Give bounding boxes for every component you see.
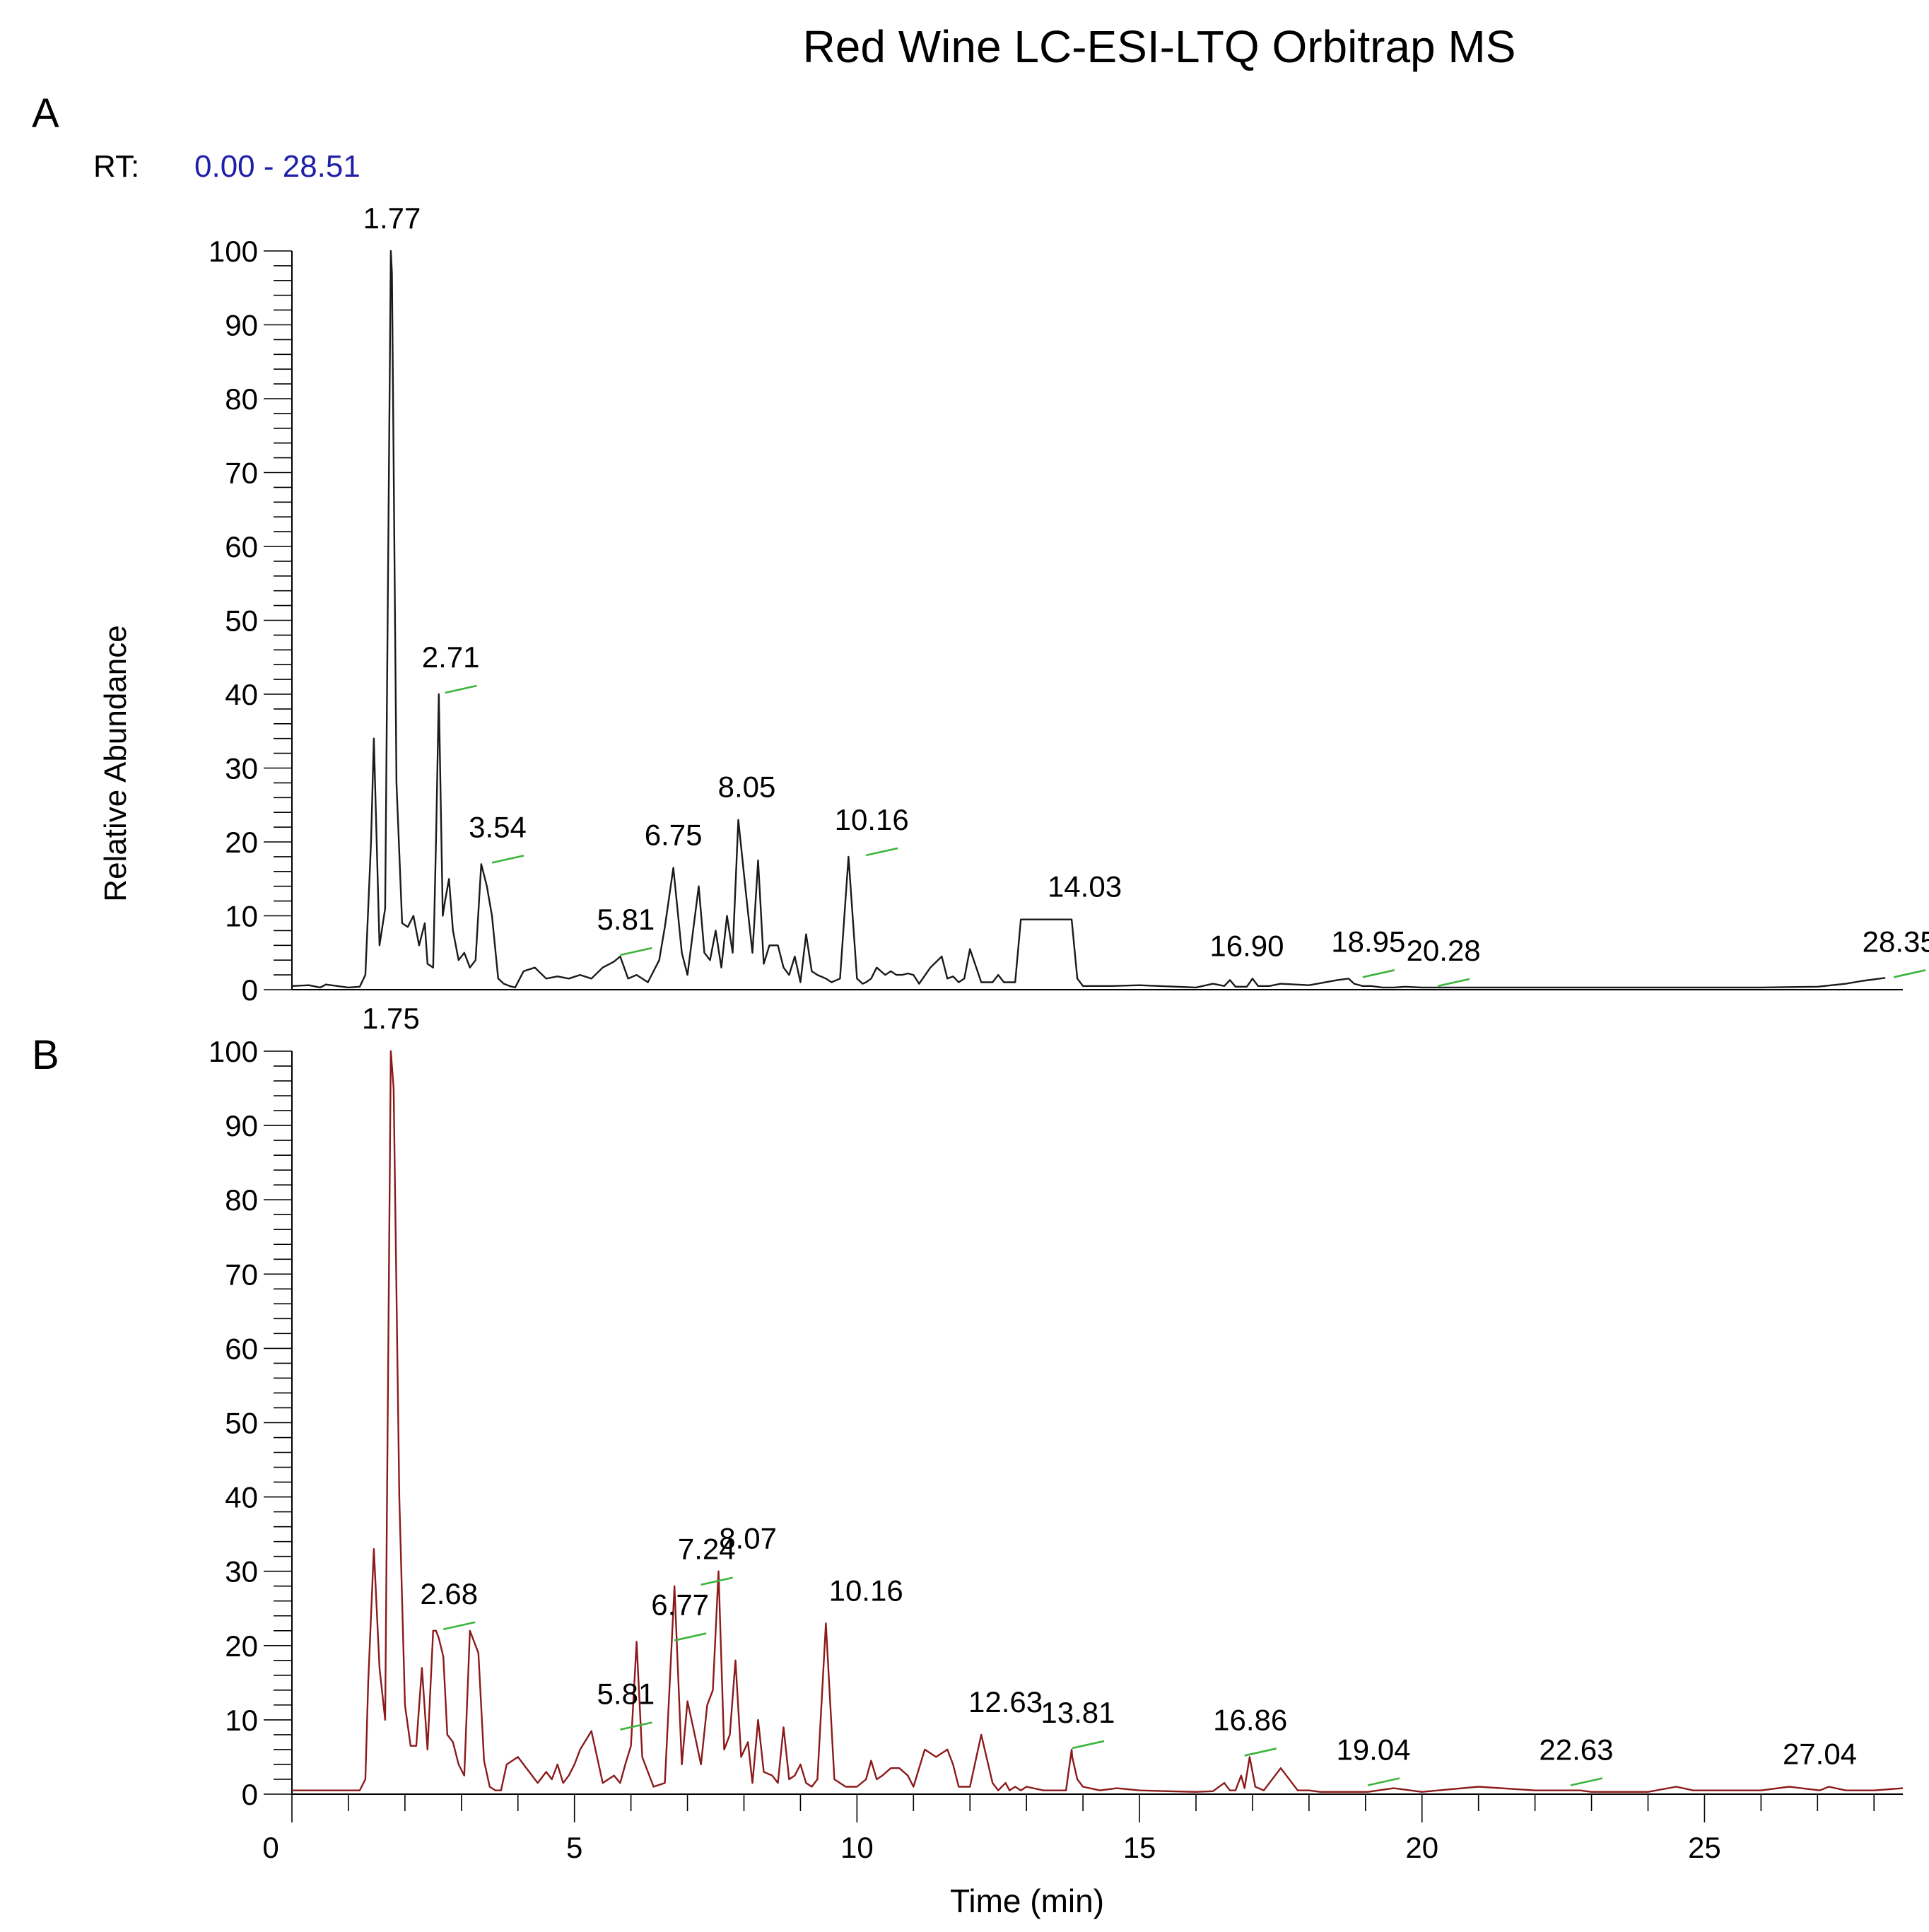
y-tick-label: 80 xyxy=(225,1183,258,1217)
x-tick-label: 10 xyxy=(840,1831,874,1864)
peak-label: 28.35 xyxy=(1863,925,1929,958)
peak-marker-line xyxy=(1570,1777,1603,1786)
x-tick-label: 0 xyxy=(262,1831,278,1864)
y-tick-label: 30 xyxy=(225,752,258,785)
peak-label: 5.81 xyxy=(597,1678,655,1711)
peak-label: 1.75 xyxy=(362,1002,420,1035)
peak-marker-line xyxy=(1072,1740,1105,1750)
peak-label: 18.95 xyxy=(1331,925,1405,958)
y-tick-label: 60 xyxy=(225,1332,258,1365)
y-tick-label: 0 xyxy=(242,1778,258,1811)
y-tick-label: 10 xyxy=(225,1704,258,1737)
peak-label: 10.16 xyxy=(835,803,909,836)
peak-marker-line xyxy=(1367,1777,1400,1786)
x-tick-label: 5 xyxy=(566,1831,582,1864)
rt-label: RT: xyxy=(93,149,139,184)
peak-marker-line xyxy=(1437,978,1470,988)
peak-marker-line xyxy=(445,684,477,694)
peak-label: 8.05 xyxy=(718,771,776,804)
y-tick-label: 50 xyxy=(225,1407,258,1440)
y-tick-label: 90 xyxy=(225,1109,258,1142)
y-tick-label: 100 xyxy=(209,235,258,268)
peak-marker-line xyxy=(700,1576,734,1586)
y-tick-label: 40 xyxy=(225,1481,258,1514)
peak-marker-line xyxy=(491,855,524,864)
peak-label: 20.28 xyxy=(1407,934,1481,967)
peak-label: 10.16 xyxy=(829,1574,903,1607)
peak-label: 2.71 xyxy=(422,640,480,674)
peak-marker-line xyxy=(674,1632,707,1641)
x-tick-label: 25 xyxy=(1688,1831,1721,1864)
y-tick-label: 20 xyxy=(225,826,258,859)
peak-label: 6.75 xyxy=(645,819,703,852)
trace-line xyxy=(292,1050,1904,1793)
peak-label: 16.86 xyxy=(1213,1703,1287,1736)
peak-marker-line xyxy=(865,847,898,857)
peak-marker-line xyxy=(1893,969,1926,978)
peak-label: 16.90 xyxy=(1209,929,1284,962)
chart-title: Red Wine LC-ESI-LTQ Orbitrap MS xyxy=(803,21,1516,72)
y-tick-label: 0 xyxy=(242,973,258,1007)
peak-label: 14.03 xyxy=(1048,870,1122,903)
peak-marker-line xyxy=(620,947,652,956)
peak-label: 1.77 xyxy=(363,201,421,235)
x-tick-label: 20 xyxy=(1405,1831,1438,1864)
peak-label: 27.04 xyxy=(1783,1737,1857,1770)
y-tick-label: 60 xyxy=(225,530,258,563)
y-tick-label: 100 xyxy=(209,1035,258,1068)
peak-label: 19.04 xyxy=(1336,1733,1410,1766)
peak-label: 5.81 xyxy=(597,903,655,936)
x-tick-label: 15 xyxy=(1123,1831,1156,1864)
y-tick-label: 50 xyxy=(225,604,258,638)
y-tick-label: 20 xyxy=(225,1629,258,1663)
peak-label: 7.24 xyxy=(678,1533,736,1566)
panel-a: 0 10 20 30 40 50 60 70 80 90 100 1.77 2.71 3.54 5.81 6.… xyxy=(209,201,1929,1007)
y-tick-label: 40 xyxy=(225,678,258,711)
peak-marker-line xyxy=(620,1721,652,1731)
peak-marker-line xyxy=(442,1621,476,1631)
panel-label-a: A xyxy=(32,90,59,136)
y-tick-label: 10 xyxy=(225,900,258,933)
peak-marker-line xyxy=(1244,1747,1277,1757)
panel-label-b: B xyxy=(32,1032,59,1078)
rt-range-value: 0.00 - 28.51 xyxy=(194,149,360,184)
y-tick-label: 70 xyxy=(225,1258,258,1291)
y-axis-label: Relative Abundance xyxy=(98,625,133,901)
trace-line xyxy=(291,250,1886,989)
peak-label: 22.63 xyxy=(1539,1733,1613,1766)
y-tick-label: 70 xyxy=(225,457,258,490)
panel-b: 0 10 20 30 40 50 60 70 80 90 100 0 5 10 15 20 25 1.75 2.68… xyxy=(209,1002,1904,1864)
peak-label: 2.68 xyxy=(420,1577,478,1610)
peak-label: 6.77 xyxy=(651,1588,709,1622)
peak-label: 13.81 xyxy=(1040,1696,1115,1729)
y-tick-label: 30 xyxy=(225,1555,258,1588)
peak-marker-line xyxy=(1362,969,1395,978)
peak-label: 8.07 xyxy=(719,1522,777,1555)
y-tick-label: 80 xyxy=(225,382,258,416)
peak-label: 12.63 xyxy=(968,1685,1043,1719)
x-axis-label: Time (min) xyxy=(950,1883,1104,1919)
peak-label: 3.54 xyxy=(469,810,527,843)
y-tick-label: 90 xyxy=(225,309,258,342)
